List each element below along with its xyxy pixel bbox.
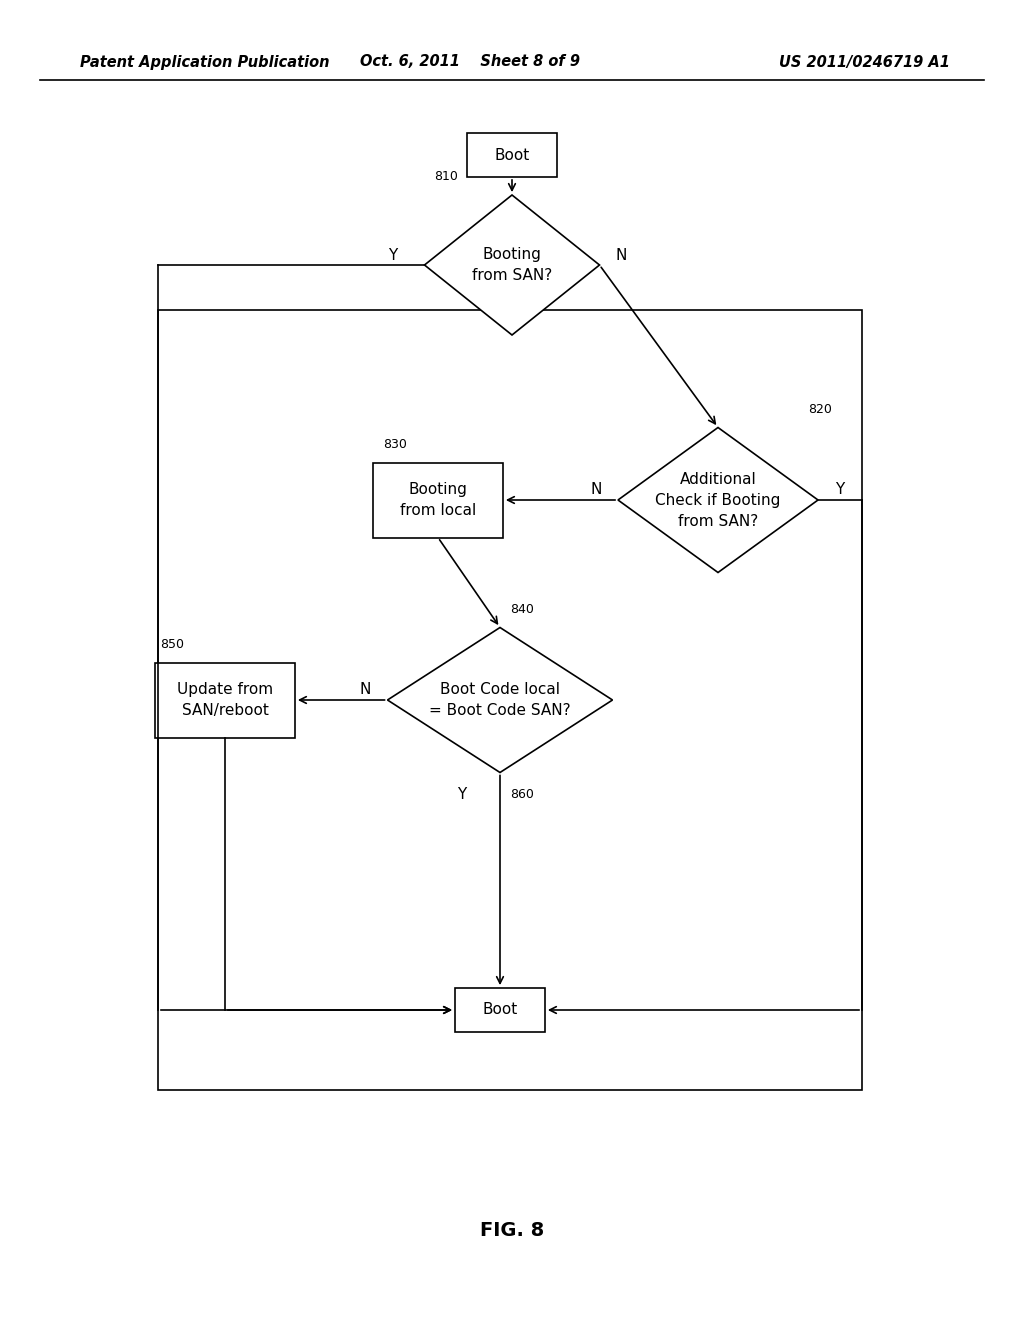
- Text: 850: 850: [160, 638, 184, 651]
- Text: 860: 860: [510, 788, 534, 801]
- Text: 840: 840: [510, 603, 534, 616]
- Text: Update from
SAN/reboot: Update from SAN/reboot: [177, 682, 273, 718]
- FancyBboxPatch shape: [373, 462, 503, 537]
- Text: Y: Y: [836, 483, 845, 498]
- Text: 820: 820: [808, 403, 831, 416]
- Text: 810: 810: [434, 170, 459, 183]
- Text: Boot: Boot: [482, 1002, 517, 1018]
- Text: Booting
from local: Booting from local: [400, 482, 476, 517]
- Text: Y: Y: [388, 248, 397, 263]
- FancyBboxPatch shape: [455, 987, 545, 1032]
- Text: N: N: [359, 682, 371, 697]
- FancyBboxPatch shape: [467, 133, 557, 177]
- Text: 830: 830: [383, 438, 407, 451]
- Polygon shape: [387, 627, 612, 772]
- Text: Boot Code local
= Boot Code SAN?: Boot Code local = Boot Code SAN?: [429, 682, 570, 718]
- Polygon shape: [618, 428, 818, 573]
- Text: Booting
from SAN?: Booting from SAN?: [472, 247, 552, 282]
- Text: Boot: Boot: [495, 148, 529, 162]
- Text: Oct. 6, 2011    Sheet 8 of 9: Oct. 6, 2011 Sheet 8 of 9: [360, 54, 580, 70]
- Bar: [158, 310, 862, 1090]
- Text: Additional
Check if Booting
from SAN?: Additional Check if Booting from SAN?: [655, 471, 780, 528]
- Text: FIG. 8: FIG. 8: [480, 1221, 544, 1239]
- FancyBboxPatch shape: [155, 663, 295, 738]
- Text: US 2011/0246719 A1: US 2011/0246719 A1: [779, 54, 950, 70]
- Text: Y: Y: [458, 787, 467, 803]
- Text: N: N: [615, 248, 627, 263]
- Polygon shape: [425, 195, 599, 335]
- Text: Patent Application Publication: Patent Application Publication: [80, 54, 330, 70]
- Text: N: N: [590, 483, 602, 498]
